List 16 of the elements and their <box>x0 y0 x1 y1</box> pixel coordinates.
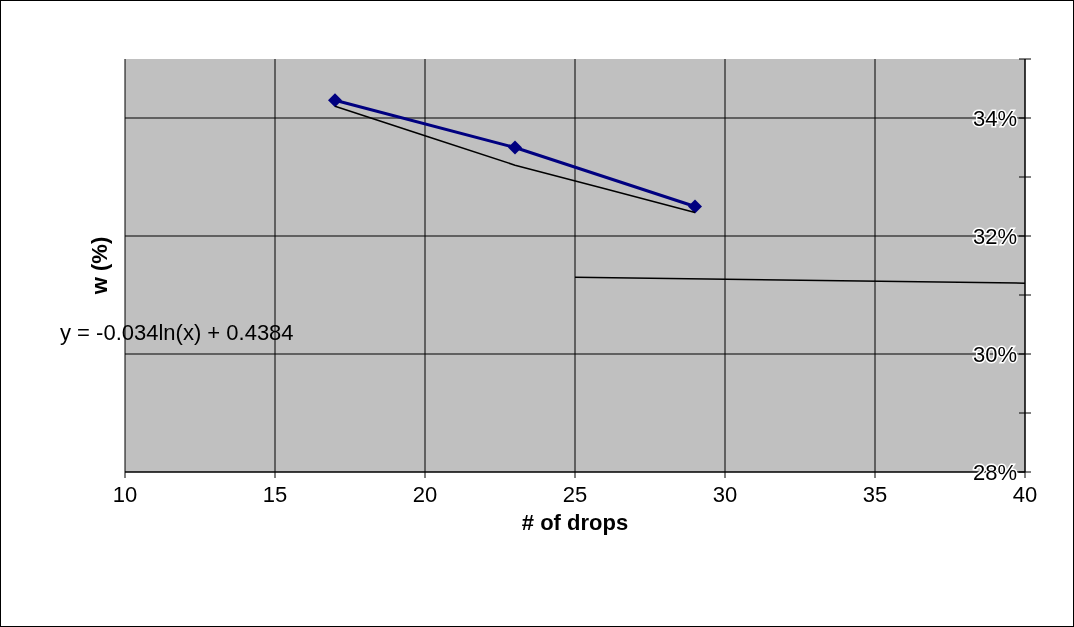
x-axis-title: # of drops <box>521 510 629 535</box>
x-tick-label: 30 <box>712 482 738 507</box>
x-tick-label: 15 <box>262 482 288 507</box>
y-axis-title: w (%) <box>87 236 112 296</box>
y-tick-label: 32% <box>972 224 1017 249</box>
x-tick-label: 10 <box>112 482 138 507</box>
y-tick-label: 34% <box>972 106 1017 131</box>
point <box>688 199 702 214</box>
y-tick-label: 30% <box>972 342 1017 367</box>
x-tick-label: 35 <box>862 482 888 507</box>
x-tick-label: 25 <box>562 482 588 507</box>
point <box>328 93 342 108</box>
x-tick-label: 40 <box>1012 482 1038 507</box>
x-tick-label: 20 <box>412 482 438 507</box>
point <box>508 140 522 155</box>
annotation: y = -0.034ln(x) + 0.4384 <box>60 320 294 345</box>
